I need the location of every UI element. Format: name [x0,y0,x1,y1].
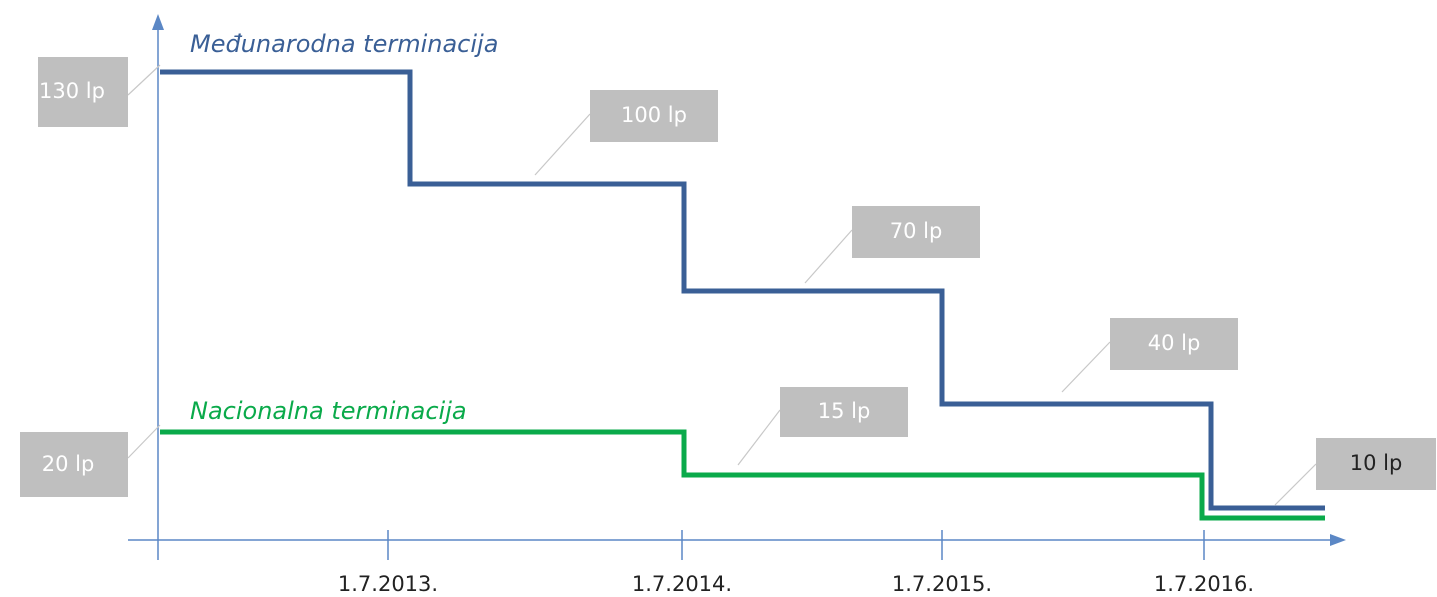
label-box [38,57,128,127]
leader [127,64,161,96]
leaders [127,64,1317,506]
leader [127,424,161,459]
leader [1061,341,1111,393]
label-box [1316,438,1436,490]
label-box [780,387,908,437]
leader [737,409,781,466]
label-box [590,90,718,142]
label-box [1110,318,1238,370]
x-label: 1.7.2013. [338,572,438,596]
value-label: 70 lp [890,219,943,243]
leader [534,113,591,176]
x-ticks [387,530,1205,560]
value-label: 130 lp [39,79,105,103]
label-box [20,432,128,497]
value-label: 10 lp [1350,451,1403,475]
x-arrow [1330,534,1346,546]
value-label: 100 lp [621,103,687,127]
label-box [852,206,980,258]
leader [804,229,853,284]
x-label: 1.7.2015. [892,572,992,596]
y-arrow [152,14,164,30]
value-label: 15 lp [818,399,871,423]
leader [1274,463,1317,506]
series-title: Nacionalna terminacija [190,397,467,425]
series-title: Međunarodna terminacija [190,30,498,58]
international-line [160,69,1325,511]
national-line [160,429,1325,521]
value-label: 40 lp [1148,331,1201,355]
x-label: 1.7.2016. [1154,572,1254,596]
value-label: 20 lp [42,452,95,476]
x-label: 1.7.2014. [632,572,732,596]
